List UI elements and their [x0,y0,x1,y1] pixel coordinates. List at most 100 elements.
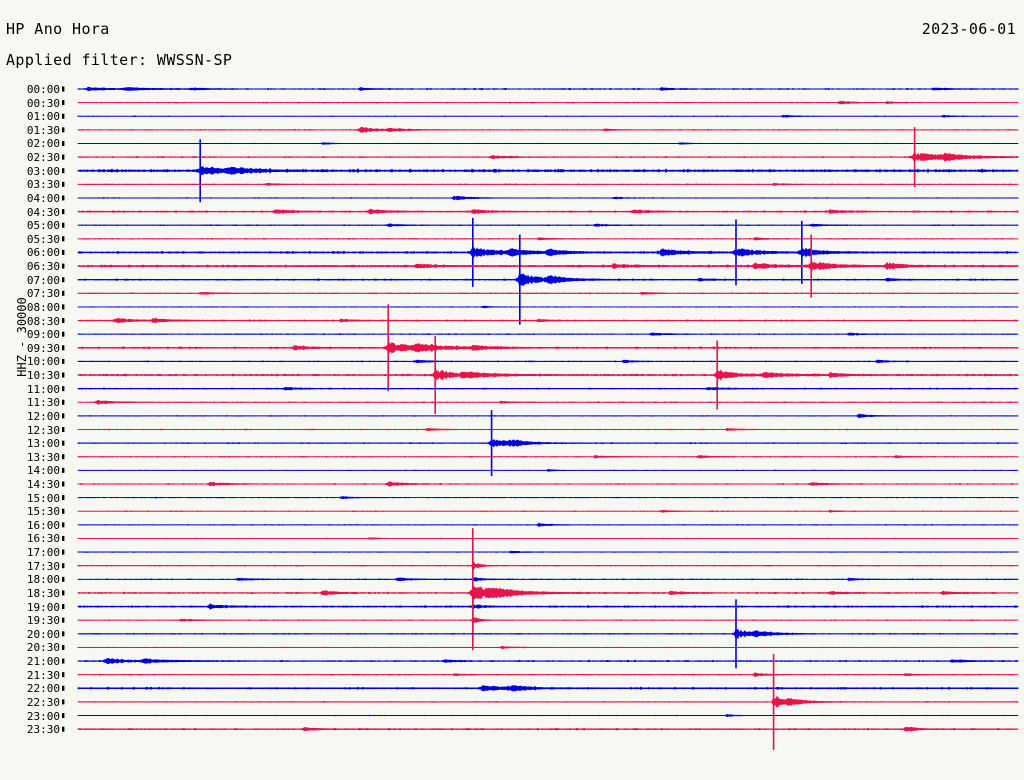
trace-row [77,577,1019,582]
row-tick-mark [62,617,65,623]
row-tick-mark [62,100,65,106]
trace-row [77,399,1019,405]
trace-row [77,628,1019,640]
trace-row [77,584,1019,601]
time-tick-label: 23:30 [26,723,60,737]
time-tick-label: 12:00 [26,409,60,423]
row-tick-mark [62,222,65,228]
trace-row [77,246,1019,259]
time-tick-label: 18:30 [26,586,60,600]
row-tick-mark [62,290,65,296]
row-tick-mark [62,181,65,187]
trace-row [77,537,1019,540]
row-tick-mark [62,563,65,569]
row-tick-mark [62,576,65,582]
time-axis-labels: 00:00 00:30 01:00 01:30 02:00 02:30 03:00 03:30… [0,78,60,768]
row-tick-mark [62,236,65,242]
time-tick-label: 15:30 [26,505,60,519]
row-tick-mark [62,631,65,637]
time-tick-label: 03:30 [26,178,60,192]
trace-row [77,126,1019,134]
trace-row [77,86,1019,92]
time-tick-label: 23:00 [26,709,60,723]
trace-row [77,208,1019,215]
trace-row [77,695,1019,708]
time-tick-label: 08:30 [26,314,60,328]
trace-row [77,685,1019,692]
trace-row [77,332,1019,336]
trace-row [77,645,1019,649]
time-tick-label: 13:30 [26,450,60,464]
trace-row [77,369,1019,381]
trace-row [77,550,1019,554]
trace-row [77,260,1019,272]
time-tick-label: 08:00 [26,300,60,314]
trace-row [77,195,1019,201]
row-tick-mark [62,277,65,283]
time-tick-label: 20:30 [26,641,60,655]
trace-row [77,114,1019,118]
time-tick-label: 21:30 [26,668,60,682]
time-tick-label: 19:30 [26,614,60,628]
row-tick-mark [62,386,65,392]
row-tick-mark [62,140,65,146]
time-tick-label: 01:30 [26,123,60,137]
row-tick-mark [62,672,65,678]
time-tick-label: 10:30 [26,369,60,383]
row-tick-mark [62,358,65,364]
trace-row [77,142,1019,145]
row-tick-mark [62,522,65,528]
trace-row [77,522,1019,528]
time-tick-label: 22:30 [26,695,60,709]
helicorder-plot: 00:00 00:30 01:00 01:30 02:00 02:30 03:00 03:30… [0,78,1024,768]
row-tick-mark [62,699,65,705]
time-tick-label: 17:30 [26,559,60,573]
trace-row [77,165,1019,176]
trace-row [77,386,1019,391]
trace-row [77,359,1019,364]
trace-row [77,182,1019,186]
row-tick-mark [62,644,65,650]
page-title: HP Ano Hora [6,20,110,38]
row-tick-mark [62,658,65,664]
row-tick-mark [62,726,65,732]
time-tick-label: 16:00 [26,518,60,532]
time-tick-label: 00:00 [26,83,60,96]
row-tick-mark [62,331,65,337]
time-tick-label: 05:00 [26,219,60,233]
row-tick-mark [62,508,65,514]
trace-row [77,495,1019,500]
row-tick-mark [62,440,65,446]
trace-row [77,341,1019,355]
time-tick-label: 19:00 [26,600,60,614]
time-tick-label: 01:00 [26,110,60,124]
applied-filter-label: Applied filter: WWSSN-SP [6,51,233,69]
row-tick-mark [62,318,65,324]
trace-row [77,428,1019,431]
time-tick-label: 22:00 [26,682,60,696]
row-tick-mark [62,209,65,215]
time-tick-label: 14:30 [26,477,60,491]
trace-row [77,509,1019,513]
time-tick-label: 20:00 [26,627,60,641]
time-tick-label: 12:30 [26,423,60,437]
time-tick-label: 18:00 [26,573,60,587]
row-tick-mark [62,195,65,201]
time-tick-label: 05:30 [26,232,60,246]
row-tick-mark [62,113,65,119]
time-tick-label: 02:00 [26,137,60,151]
trace-row [77,305,1019,309]
time-tick-label: 09:00 [26,328,60,342]
time-tick-label: 11:00 [26,382,60,396]
row-tick-mark [62,685,65,691]
trace-row [77,726,1019,732]
time-tick-label: 06:00 [26,246,60,260]
trace-row [77,291,1019,295]
trace-row [77,100,1019,105]
time-tick-label: 07:30 [26,287,60,301]
trace-row [77,413,1019,419]
trace-row [77,603,1019,610]
time-tick-label: 16:30 [26,532,60,546]
time-tick-label: 03:00 [26,164,60,178]
